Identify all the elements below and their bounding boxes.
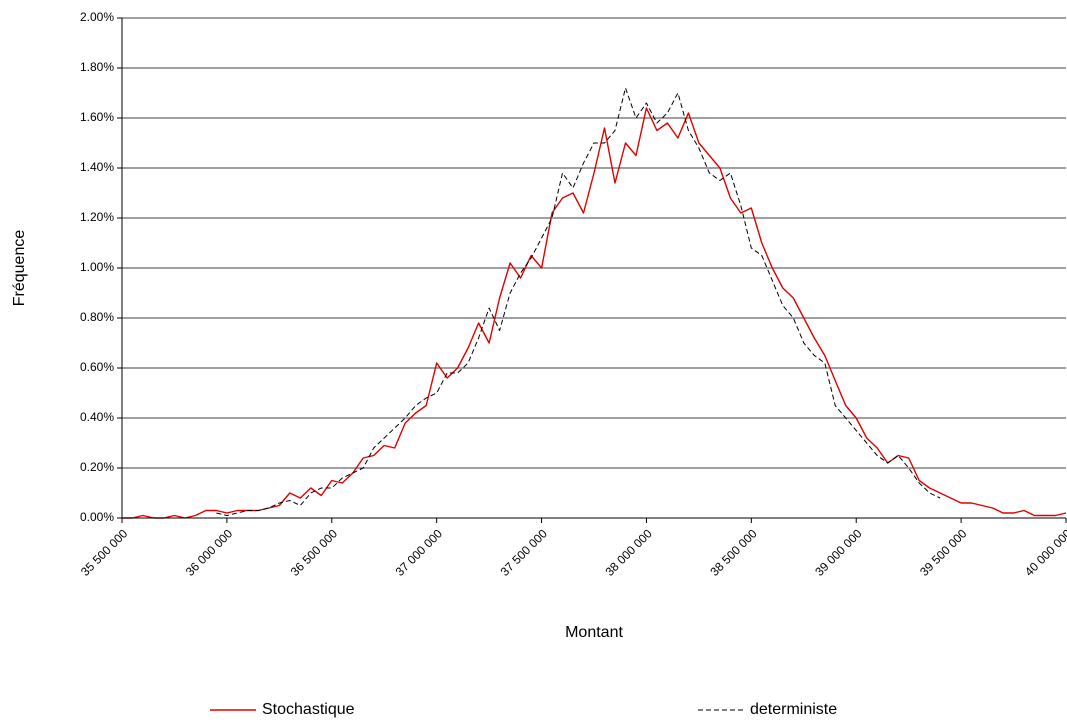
y-tick-label: 2.00%	[80, 10, 114, 24]
y-tick-label: 0.20%	[80, 460, 114, 474]
y-tick-label: 1.40%	[80, 160, 114, 174]
y-tick-label: 1.00%	[80, 260, 114, 274]
legend-label: deterministe	[750, 701, 837, 718]
y-tick-label: 1.60%	[80, 110, 114, 124]
y-tick-label: 0.60%	[80, 360, 114, 374]
x-tick-label: 40 000 000	[1022, 526, 1067, 579]
x-tick-label: 35 500 000	[78, 526, 131, 579]
y-tick-label: 0.80%	[80, 310, 114, 324]
y-tick-label: 1.20%	[80, 210, 114, 224]
x-tick-label: 36 500 000	[288, 526, 341, 579]
legend-label: Stochastique	[262, 701, 355, 718]
x-tick-label: 37 500 000	[498, 526, 551, 579]
x-tick-label: 38 000 000	[602, 526, 655, 579]
y-axis-label: Fréquence	[11, 230, 28, 307]
x-tick-label: 39 500 000	[917, 526, 970, 579]
y-tick-label: 0.00%	[80, 510, 114, 524]
series-line	[216, 87, 941, 516]
x-tick-label: 37 000 000	[393, 526, 446, 579]
y-tick-label: 0.40%	[80, 410, 114, 424]
y-tick-label: 1.80%	[80, 60, 114, 74]
x-tick-label: 36 000 000	[183, 526, 236, 579]
x-axis-label: Montant	[565, 624, 623, 641]
series-line	[122, 107, 1067, 519]
x-tick-label: 39 000 000	[812, 526, 865, 579]
x-tick-label: 38 500 000	[707, 526, 760, 579]
